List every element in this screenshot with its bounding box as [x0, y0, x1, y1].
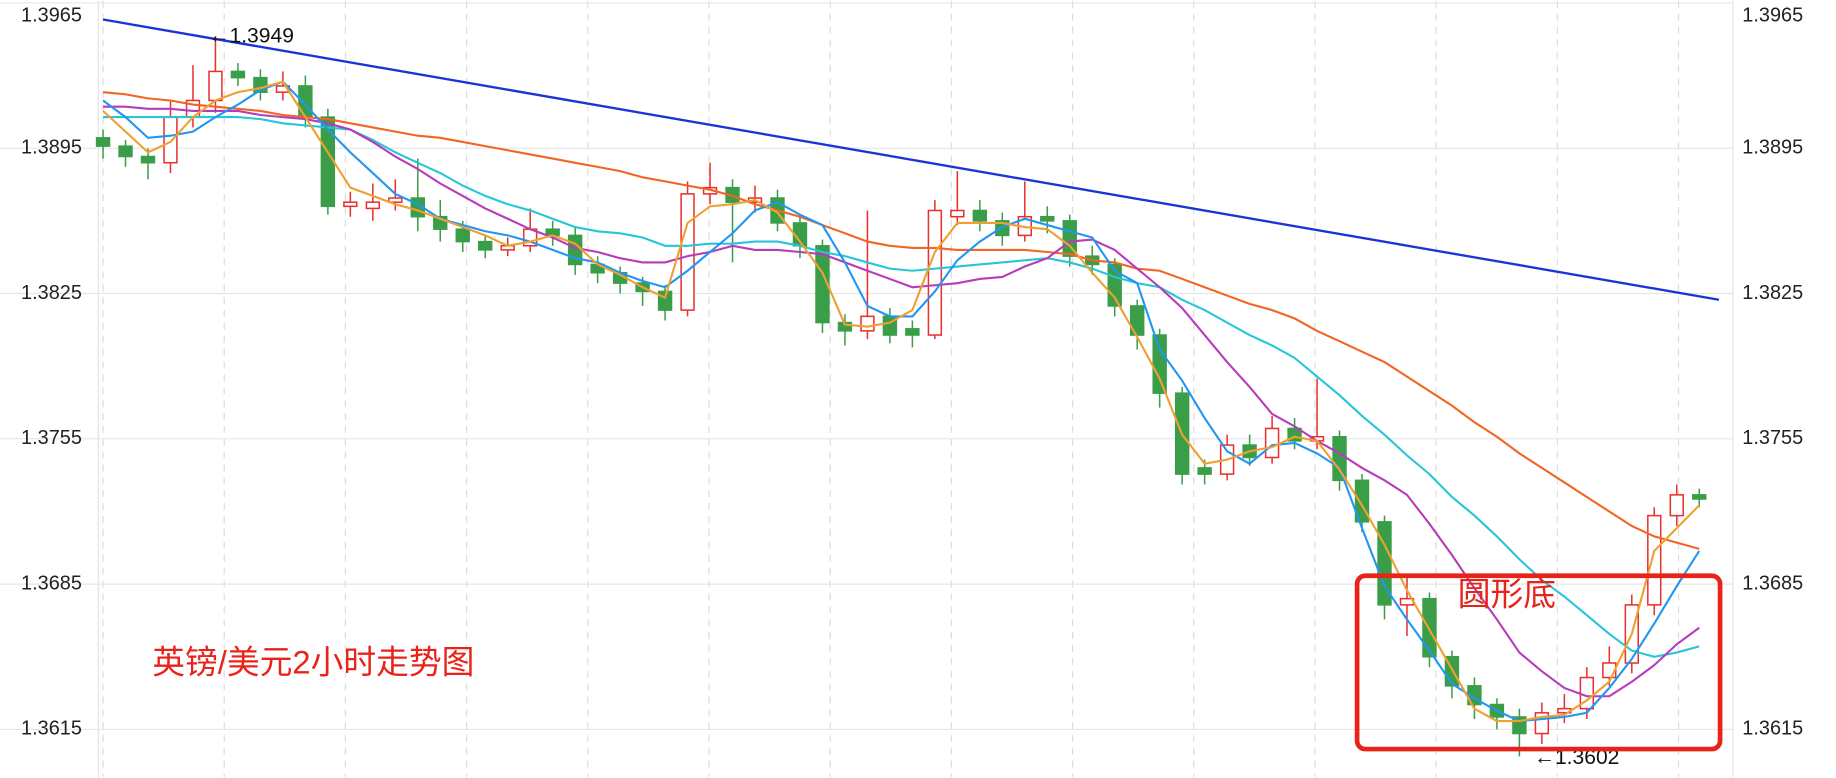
- candle-body: [950, 209, 965, 218]
- candle-body: [1647, 514, 1662, 606]
- candle-body: [163, 116, 178, 164]
- candle-body: [1152, 334, 1167, 394]
- candle-body: [905, 328, 920, 336]
- candle-body: [815, 245, 830, 324]
- candle-body: [1040, 215, 1055, 222]
- candle-body: [972, 209, 988, 222]
- y-tick-label-left: 1.3685: [21, 572, 82, 594]
- candle-body: [927, 209, 943, 336]
- moving-average-line: [102, 80, 1701, 723]
- low-annotation: ←1.3602: [1534, 746, 1619, 769]
- y-tick-label-right: 1.3685: [1742, 572, 1803, 594]
- candle-body: [230, 70, 246, 79]
- trend-line: [102, 18, 1720, 301]
- candle-body: [343, 201, 358, 208]
- candle-body: [478, 240, 493, 251]
- candle-body: [365, 201, 381, 210]
- high-annotation: ←1.3949: [208, 25, 293, 48]
- y-tick-label-left: 1.3965: [21, 4, 82, 26]
- candle-body: [388, 197, 403, 203]
- candle-body: [680, 193, 695, 311]
- pattern-annotation: 圆形底: [1458, 575, 1556, 612]
- y-tick-label-left: 1.3895: [21, 136, 82, 158]
- moving-average-line: [102, 91, 1700, 550]
- moving-average-line: [102, 80, 1700, 723]
- candle-body: [1377, 521, 1392, 606]
- y-tick-label-left: 1.3825: [21, 282, 82, 304]
- candle-body: [1669, 494, 1684, 517]
- candle-body: [1264, 427, 1280, 459]
- candle-body: [860, 315, 875, 332]
- highlight-box: [1354, 573, 1723, 752]
- y-tick-label-left: 1.3755: [21, 427, 82, 449]
- moving-average-line: [103, 116, 1700, 658]
- y-tick-label-right: 1.3965: [1742, 4, 1803, 26]
- candle-body: [455, 228, 470, 243]
- candle-body: [208, 70, 223, 102]
- y-tick-label-right: 1.3615: [1742, 718, 1803, 740]
- candle-body: [118, 145, 133, 158]
- y-tick-label-right: 1.3895: [1742, 136, 1803, 158]
- marks-layer: [95, 18, 1720, 757]
- y-tick-label-right: 1.3825: [1742, 282, 1803, 304]
- candle-body: [1197, 467, 1212, 475]
- chart-title: 英镑/美元2小时走势图: [152, 643, 474, 680]
- labels-layer: 英镑/美元2小时走势图 ←1.3949 ←1.3602 圆形底 1.3615 1.…: [21, 4, 1803, 769]
- y-tick-label-left: 1.3615: [21, 718, 82, 740]
- candle-body: [1332, 435, 1347, 482]
- candle-body: [1692, 494, 1707, 500]
- candle-body: [95, 137, 111, 147]
- candle-body: [140, 155, 156, 164]
- moving-average-line: [103, 105, 1700, 698]
- candle-body: [298, 85, 313, 118]
- y-tick-label-right: 1.3755: [1742, 427, 1803, 449]
